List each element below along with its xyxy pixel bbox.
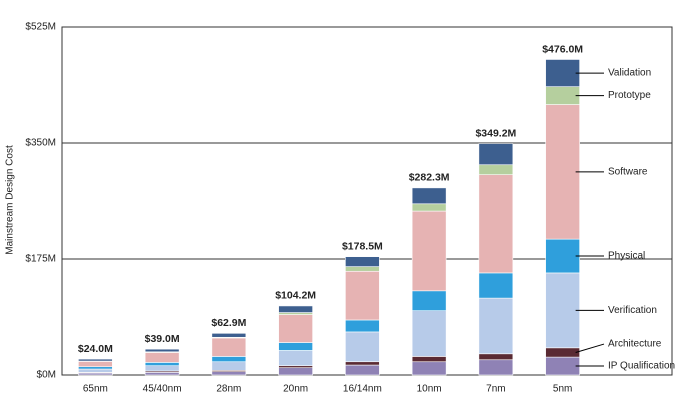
bar-segment: [278, 350, 313, 367]
bar-segment: [478, 174, 514, 274]
legend-label: Physical: [608, 251, 645, 262]
legend-label: IP Qualification: [608, 361, 675, 372]
bar-segment: [478, 143, 514, 166]
bar-segment: [278, 314, 313, 343]
bar-segment: [411, 310, 447, 357]
total-label: $178.5M: [342, 240, 383, 252]
bar-segment: [545, 272, 580, 349]
bar-segment: [278, 367, 313, 376]
bar-segment: [411, 203, 447, 212]
total-label: $39.0M: [145, 333, 180, 345]
total-label: $282.3M: [409, 172, 450, 184]
legend-label: Architecture: [608, 339, 662, 350]
x-tick-label: 65nm: [83, 384, 108, 395]
bar-segment: [78, 358, 113, 362]
bar-segment: [478, 297, 514, 355]
bar-segment: [345, 319, 380, 333]
legend-label: Software: [608, 166, 648, 177]
total-label: $349.2M: [475, 127, 516, 139]
legend-label: Prototype: [608, 90, 651, 101]
bar-segment: [478, 164, 514, 175]
bar-segment: [211, 356, 247, 363]
x-tick-label: 10nm: [417, 384, 442, 395]
bar-segment: [411, 356, 447, 363]
bar-segment: [545, 356, 580, 376]
x-tick-label: 16/14nm: [343, 384, 382, 395]
bar-segment: [144, 365, 180, 372]
bar-segment: [144, 372, 180, 376]
x-tick-label: 28nm: [216, 384, 241, 395]
bar-segment: [545, 347, 580, 358]
bar-segment: [345, 266, 380, 272]
bar-segment: [278, 305, 313, 313]
y-tick-label: $350M: [25, 138, 56, 149]
total-label: $24.0M: [78, 343, 113, 355]
bar-segment: [411, 290, 447, 312]
bar-segment: [211, 361, 247, 371]
bar-segment: [144, 352, 180, 363]
bar-segment: [478, 353, 514, 361]
bar-segment: [345, 364, 380, 376]
x-tick-label: 5nm: [553, 384, 572, 395]
total-label: $104.2M: [275, 290, 316, 302]
bar-segment: [411, 210, 447, 292]
bar-segment: [478, 359, 514, 376]
total-label: $476.0M: [542, 43, 583, 55]
bar-segment: [545, 86, 580, 105]
x-tick-label: 45/40nm: [143, 384, 182, 395]
bar-segment: [545, 104, 580, 240]
bar-segment: [545, 238, 580, 274]
legend-label: Validation: [608, 68, 651, 79]
y-tick-label: $175M: [25, 254, 56, 265]
x-tick-label: 20nm: [283, 384, 308, 395]
bar-segment: [78, 368, 113, 373]
bar-segment: [211, 333, 247, 338]
y-tick-label: $525M: [25, 22, 56, 33]
bar-segment: [144, 362, 180, 367]
bar-segment: [78, 361, 113, 368]
bar-segment: [478, 272, 514, 299]
bar-segment: [345, 361, 380, 366]
bar-segment: [411, 187, 447, 205]
bar-segment: [345, 331, 380, 363]
legend-leader: [575, 343, 605, 353]
bar-segment: [345, 256, 380, 267]
bar-segment: [345, 270, 380, 321]
bar-segment: [278, 342, 313, 351]
bar-segment: [78, 366, 113, 370]
bar-segment: [545, 59, 580, 87]
x-tick-label: 7nm: [486, 384, 505, 395]
y-tick-label: $0M: [37, 370, 56, 381]
y-axis-label: Mainstream Design Cost: [5, 145, 16, 255]
bar-segment: [211, 371, 247, 376]
bar-segment: [144, 348, 180, 353]
legend-label: Verification: [608, 305, 657, 316]
total-label: $62.9M: [211, 317, 246, 329]
bar-segment: [411, 361, 447, 376]
bar-segment: [211, 337, 247, 357]
